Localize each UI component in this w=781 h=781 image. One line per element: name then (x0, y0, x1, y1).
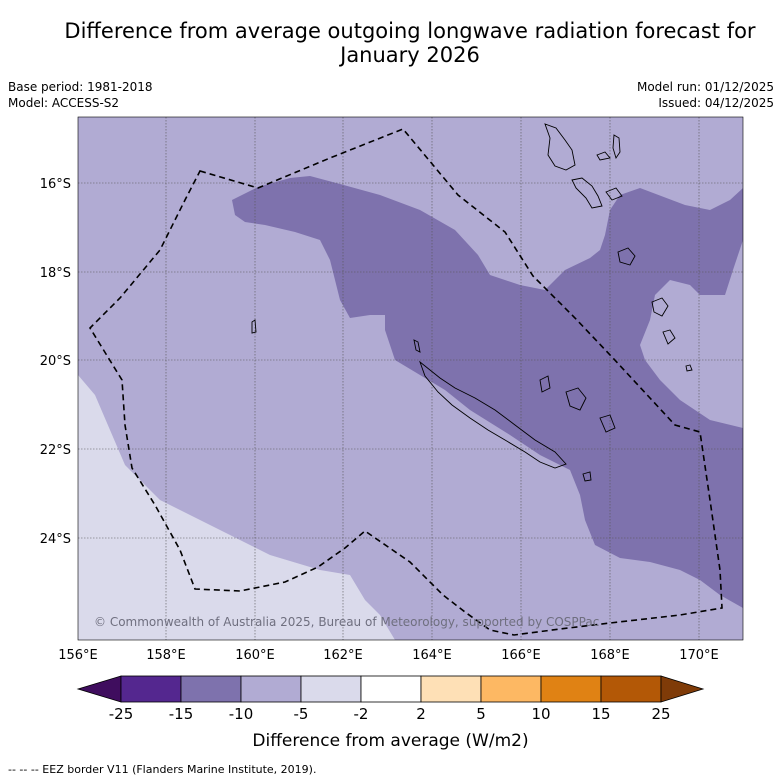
model-run: Model run: 01/12/2025 (636, 80, 774, 94)
anomaly-band-minus-2 (78, 375, 395, 640)
copyright-notice: © Commonwealth of Australia 2025, Bureau… (94, 615, 599, 629)
mare-island (599, 414, 616, 433)
colorbar-label: -25 (108, 705, 134, 723)
lat-label-24s: 24°S (40, 532, 71, 547)
colorbar-label: 25 (651, 705, 671, 723)
lon-label-166e: 166°E (501, 648, 541, 663)
colorbar-label: 10 (531, 705, 551, 723)
colorbar-swatch-7 (480, 675, 542, 703)
model-name: Model: ACCESS-S2 (8, 96, 120, 110)
colorbar-label: -5 (293, 705, 309, 723)
espiritu-santo-island (544, 123, 576, 171)
chesterfield-island (251, 319, 257, 334)
meta-right: Model run: 01/12/2025 Issued: 04/12/2025 (637, 79, 774, 111)
matthew-island (662, 329, 676, 345)
colorbar-label: -15 (168, 705, 194, 723)
colorbar-swatch-8 (540, 675, 602, 703)
graticule (78, 117, 743, 640)
island-small-4 (685, 364, 693, 372)
eez-footnote: -- -- -- EEZ border V11 (Flanders Marine… (8, 763, 317, 776)
lat-label-18s: 18°S (40, 266, 71, 281)
lon-label-168e: 168°E (590, 648, 630, 663)
lat-label-20s: 20°S (40, 354, 71, 369)
efate-island (571, 177, 603, 209)
colorbar-swatch-3 (240, 675, 302, 703)
colorbar-label: -2 (353, 705, 369, 723)
colorbar-swatch-6 (420, 675, 482, 703)
page-title: Difference from average outgoing longwav… (0, 19, 781, 67)
ouvea-island (539, 375, 551, 393)
colorbar (76, 675, 705, 703)
lon-label-164e: 164°E (412, 648, 452, 663)
island-small-3 (605, 187, 623, 201)
latitude-labels: 16°S 18°S 20°S 22°S 24°S (40, 177, 71, 547)
colorbar-title: Difference from average (W/m2) (252, 731, 529, 751)
lon-label-162e: 162°E (323, 648, 363, 663)
colorbar-swatch-1 (120, 675, 182, 703)
new-caledonia-island (419, 360, 567, 469)
coastlines (251, 123, 693, 482)
map-area: © Commonwealth of Australia 2025, Bureau… (78, 117, 743, 640)
colorbar-label: 5 (476, 705, 486, 723)
lat-label-16s: 16°S (40, 177, 71, 192)
colorbar-label: 2 (416, 705, 426, 723)
lon-label-156e: 156°E (58, 648, 98, 663)
anomaly-band-minus-10 (232, 176, 743, 608)
island-small-2 (612, 134, 621, 160)
colorbar-swatch-5 (360, 675, 422, 703)
lat-label-22s: 22°S (40, 443, 71, 458)
title-line-1: Difference from average outgoing longwav… (64, 19, 756, 43)
colorbar-swatch-9 (600, 675, 662, 703)
longitude-labels: 156°E 158°E 160°E 162°E 164°E 166°E 168°… (58, 648, 719, 663)
colorbar-label: 15 (591, 705, 611, 723)
isle-of-pines (582, 471, 592, 482)
aneityum-island (617, 247, 636, 266)
lifou-island (565, 387, 587, 411)
issued-date: Issued: 04/12/2025 (658, 96, 774, 110)
colorbar-max-arrow (660, 675, 705, 703)
colorbar-label: -10 (228, 705, 254, 723)
map-frame (77, 116, 744, 641)
base-period: Base period: 1981-2018 (8, 80, 153, 94)
eez-border (88, 128, 723, 636)
lon-label-160e: 160°E (235, 648, 275, 663)
lon-label-170e: 170°E (679, 648, 719, 663)
colorbar-swatch-2 (180, 675, 242, 703)
island-small-1 (596, 151, 611, 161)
title-line-2: January 2026 (340, 43, 480, 67)
meta-left: Base period: 1981-2018 Model: ACCESS-S2 (8, 79, 153, 111)
lon-label-158e: 158°E (146, 648, 186, 663)
colorbar-swatch-4 (300, 675, 362, 703)
hunter-island (651, 297, 669, 317)
colorbar-min-arrow (76, 675, 122, 703)
belep-island (413, 339, 421, 353)
